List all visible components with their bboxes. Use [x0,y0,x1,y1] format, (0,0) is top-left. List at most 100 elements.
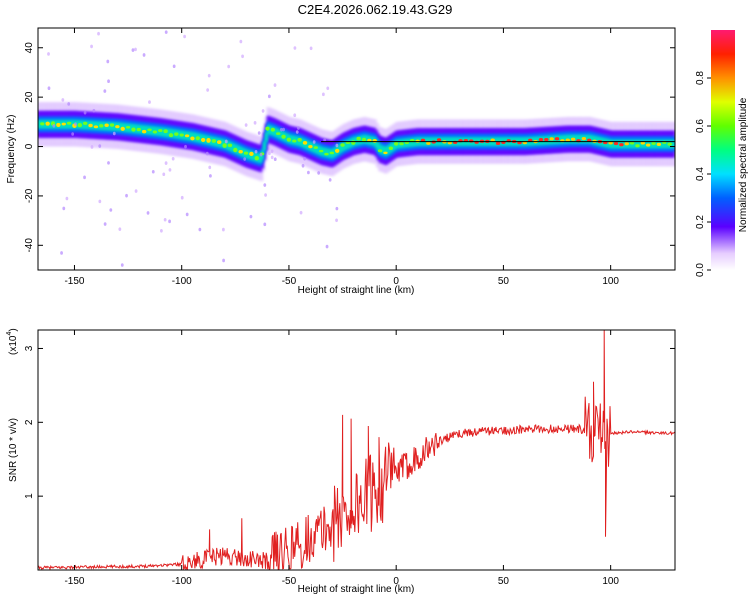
spectrogram-cell [102,121,106,131]
spectrogram-peak [554,137,560,141]
spectrogram-speckle [208,165,212,170]
spectrogram-speckle [296,126,300,130]
spectrogram-speckle [282,127,286,132]
spectrogram-peak [243,151,249,155]
spectrogram-peak [324,152,329,156]
spectrogram-cell [548,135,552,145]
spectrogram-speckle [205,151,209,156]
spectrogram-cell [648,139,653,149]
spectrogram-speckle [206,88,210,92]
spectrogram-cell [627,139,631,149]
y-tick-label: 3 [24,345,35,351]
spectrogram-x-ticks: -150 -100 -50 0 50 100 [64,28,619,287]
spectrogram-peak [302,141,308,145]
spectrogram-speckle [249,214,253,219]
snr-scale-base: (x104) [6,328,19,355]
spectrogram-speckle [168,219,171,224]
spectrogram-peak [645,143,651,147]
spectrogram-cell [637,139,641,149]
x-tick-label: -100 [172,276,192,287]
snr-frame [37,329,676,571]
spectrogram-speckle [61,98,65,102]
spectrogram-cell [411,137,415,147]
spectrogram-cell [81,120,85,130]
spectrogram-speckle [171,156,175,161]
y-tick-label: 0 [24,143,35,149]
spectrogram-peak [356,136,361,141]
spectrogram-cell [305,140,309,150]
snr-series-line [38,330,675,570]
spectrogram-cell [557,135,562,145]
spectrogram-speckle [134,189,138,193]
spectrogram-speckle [257,131,261,135]
spectrogram-speckle [261,109,265,113]
spectrogram-peak [158,129,163,133]
y-tick-label: -20 [24,188,35,203]
spectrogram-speckle [107,79,110,84]
spectrogram-speckle [323,138,327,142]
spectrogram-cell [355,136,359,146]
spectrogram-cell [168,128,172,138]
spectrogram-cell [409,137,413,147]
spectrogram-peak [667,142,672,146]
spectrogram-peak [581,137,587,141]
spectrogram-speckle [83,175,86,180]
x-tick-label: -100 [172,576,192,587]
spectrogram-cell [536,136,541,146]
spectrogram-peak [276,132,281,135]
spectrogram-speckle [293,46,297,50]
colorbar: 0.0 0.2 0.4 0.6 0.8 Normalized spectral ampl… [695,30,749,277]
spectrogram-speckle [97,31,100,36]
spectrogram-cell [54,119,58,129]
spectrogram-cell [289,135,294,145]
spectrogram-speckle [253,121,257,125]
spectrogram-peak [115,125,120,129]
spectrogram-peak [109,123,115,127]
y-tick-label: -40 [24,238,35,253]
spectrogram-peak [313,146,318,149]
spectrogram-cell [612,139,616,149]
spectrogram-speckle [92,108,96,113]
spectrogram-peak [388,146,394,151]
spectrogram-peak [66,121,72,125]
spectrogram-speckle [125,193,128,198]
spectrogram-cell [225,140,230,150]
spectrogram-peak [426,141,431,145]
spectrogram-speckle [312,140,316,144]
spectrogram-cell [391,141,396,151]
spectrogram-speckle [107,161,110,165]
spectrogram-peak [629,141,635,145]
spectrogram-cell [166,128,170,138]
spectrogram-speckle [65,196,69,201]
spectrogram-peak [334,148,340,153]
spectrogram-cell [639,139,643,149]
snr-scale-close: ) [8,328,19,331]
spectrogram-cell [280,130,284,140]
spectrogram-peak [163,129,168,134]
spectrogram-speckle [254,149,258,154]
spectrogram-speckle [60,251,63,255]
spectrogram-cell [671,139,675,149]
spectrogram-cell [69,119,74,129]
spectrogram-speckle [243,157,247,161]
spectrogram-speckle [168,168,172,172]
spectrogram-cell [364,135,369,145]
x-tick-label: -150 [64,276,84,287]
spectrogram-cell [142,125,147,135]
spectrogram-cell [654,139,658,149]
spectrogram-peak [179,133,184,137]
spectrogram-cell [339,143,344,153]
x-tick-label: 100 [602,576,619,587]
spectrogram-peak [104,123,109,127]
colorbar-tick-label: 0.8 [695,71,706,85]
spectrogram-cell [642,139,647,149]
spectrogram-peak [152,130,158,134]
y-tick-label: 20 [24,91,35,103]
spectrogram-cell [85,120,89,130]
spectrogram-speckle [335,206,339,211]
spectrogram-peak [281,134,286,139]
spectrogram-speckle [273,83,277,87]
spectrogram-cell [386,145,390,155]
spectrogram-peak [308,145,313,149]
spectrogram-speckle [146,211,150,215]
